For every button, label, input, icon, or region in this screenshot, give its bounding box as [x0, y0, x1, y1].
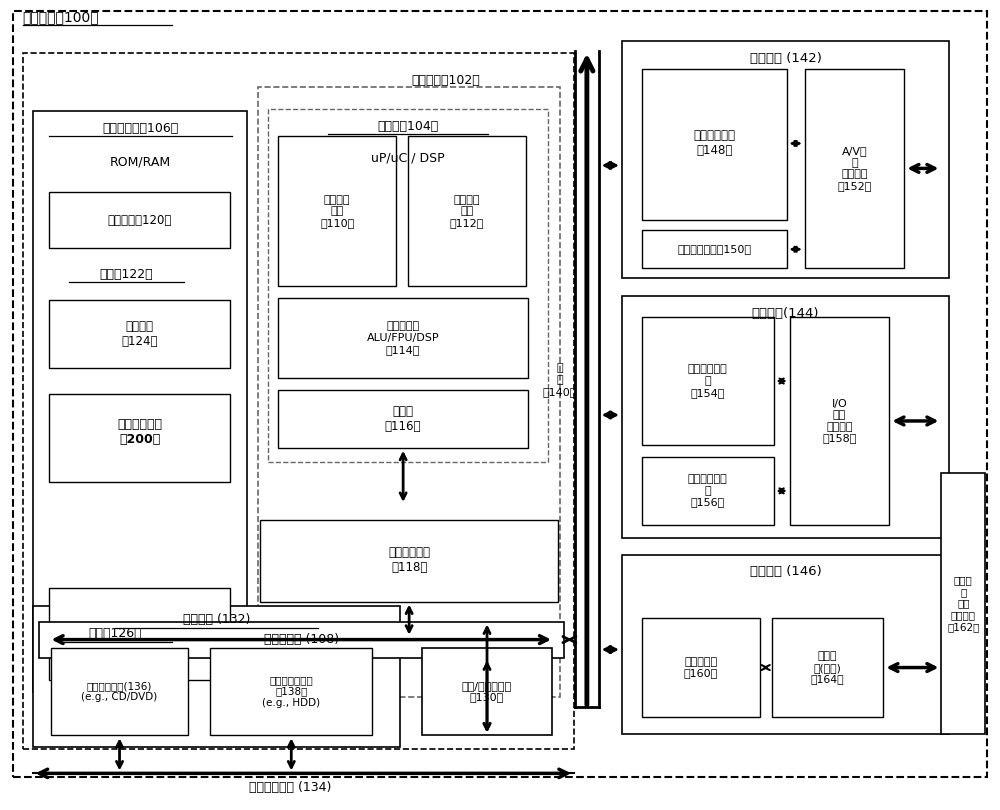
Bar: [622, 40, 949, 278]
Text: 计算设备（100）: 计算设备（100）: [23, 11, 99, 24]
Text: 操作系统（120）: 操作系统（120）: [107, 214, 172, 227]
Text: 处理器核心
ALU/FPU/DSP
（114）: 处理器核心 ALU/FPU/DSP （114）: [367, 322, 439, 355]
Bar: [805, 69, 904, 268]
Text: 网络控制器
（160）: 网络控制器 （160）: [684, 657, 718, 678]
Text: 存储器控制器
（118）: 存储器控制器 （118）: [388, 546, 430, 573]
Text: 串行接口控制
器
（154）: 串行接口控制 器 （154）: [688, 364, 728, 398]
Text: 不可移除储存器
（138）
(e.g., HDD): 不可移除储存器 （138） (e.g., HDD): [262, 675, 320, 708]
Text: 系统存储器（106）: 系统存储器（106）: [102, 122, 179, 135]
Bar: [268, 109, 548, 462]
Bar: [278, 136, 396, 286]
Bar: [49, 394, 230, 482]
Bar: [33, 110, 247, 692]
Text: 可移除储存器(136)
(e.g., CD/DVD): 可移除储存器(136) (e.g., CD/DVD): [81, 680, 158, 702]
Bar: [622, 555, 949, 735]
Bar: [642, 318, 774, 445]
Bar: [278, 298, 528, 378]
Text: 储存设备 (132): 储存设备 (132): [183, 613, 250, 626]
Bar: [260, 520, 558, 602]
Bar: [49, 588, 230, 680]
Text: 应用（122）: 应用（122）: [100, 268, 153, 281]
Bar: [278, 390, 528, 448]
Bar: [49, 301, 230, 368]
Text: 通信端
口(多个)
（164）: 通信端 口(多个) （164）: [811, 651, 844, 684]
Text: 输出设备 (142): 输出设备 (142): [750, 52, 822, 65]
Text: 二级高速
缓存
（112）: 二级高速 缓存 （112）: [450, 194, 484, 228]
Text: 图像分类装置
（200）: 图像分类装置 （200）: [117, 418, 162, 446]
Text: I/O
端口
（多个）
（158）: I/O 端口 （多个） （158）: [822, 399, 857, 443]
Bar: [642, 457, 774, 525]
Bar: [408, 136, 526, 286]
Text: 其他计
算
设备
（多个）
（162）: 其他计 算 设备 （多个） （162）: [947, 575, 980, 632]
Bar: [642, 69, 787, 220]
Bar: [772, 618, 883, 718]
Text: 一级高速
缓存
（110）: 一级高速 缓存 （110）: [320, 194, 354, 228]
Bar: [941, 473, 985, 735]
Bar: [642, 618, 760, 718]
Bar: [33, 606, 400, 748]
Bar: [790, 318, 889, 525]
Text: 储存接口总线 (134): 储存接口总线 (134): [249, 781, 331, 794]
Bar: [210, 647, 372, 735]
Text: 基本配置（102）: 基本配置（102）: [411, 74, 480, 87]
Bar: [422, 647, 552, 735]
Text: uP/uC / DSP: uP/uC / DSP: [371, 152, 445, 165]
Bar: [622, 296, 949, 538]
Bar: [642, 230, 787, 268]
Text: 总线/接口控制器
（130）: 总线/接口控制器 （130）: [462, 680, 512, 702]
Bar: [258, 87, 560, 697]
Text: ROM/RAM: ROM/RAM: [110, 156, 171, 169]
Text: 音频处理单元（150）: 音频处理单元（150）: [677, 245, 751, 254]
Text: 存储器总线 (108): 存储器总线 (108): [264, 633, 339, 646]
Bar: [49, 192, 230, 249]
Text: 外设接口(144): 外设接口(144): [752, 307, 819, 320]
Bar: [51, 647, 188, 735]
Text: 通信设备 (146): 通信设备 (146): [750, 565, 821, 578]
Text: 数据（126）: 数据（126）: [89, 627, 142, 640]
Bar: [23, 53, 574, 749]
Text: 其他应用
（124）: 其他应用 （124）: [121, 320, 158, 348]
Text: 并行接口控制
器
（156）: 并行接口控制 器 （156）: [688, 474, 728, 507]
Text: 寄存器
（116）: 寄存器 （116）: [385, 405, 421, 433]
Text: A/V端
口
（多个）
（152）: A/V端 口 （多个） （152）: [837, 146, 872, 191]
Bar: [39, 621, 564, 658]
Text: 图像处理单元
（148）: 图像处理单元 （148）: [693, 130, 735, 157]
Text: 总
线
（140）: 总 线 （140）: [543, 364, 577, 397]
Text: 处理器（104）: 处理器（104）: [378, 120, 439, 133]
